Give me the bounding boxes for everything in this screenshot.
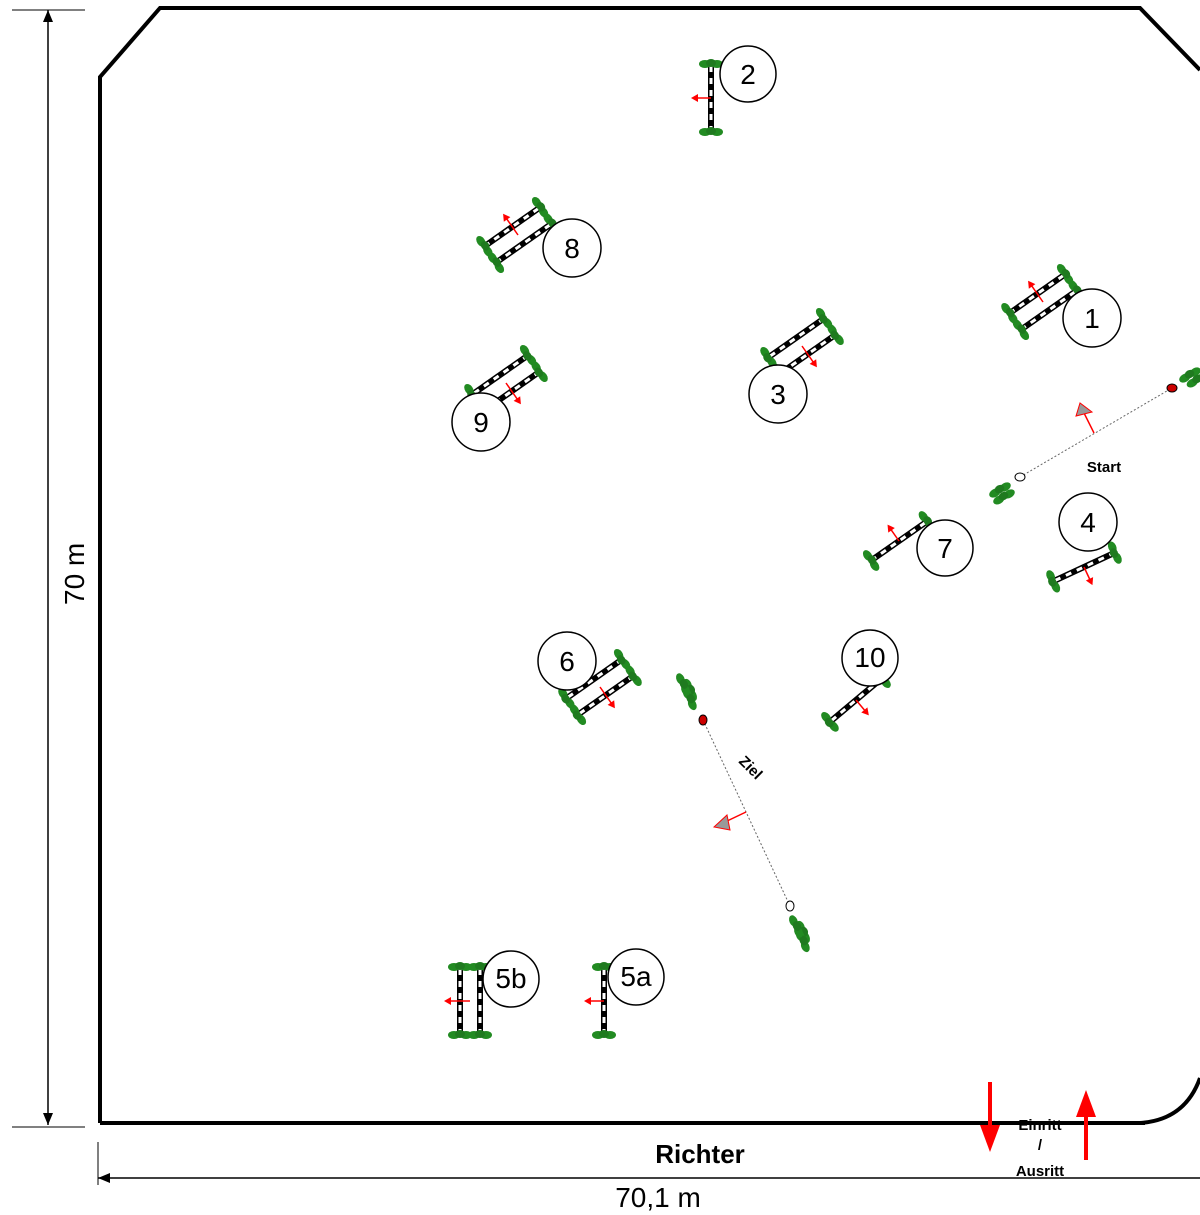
obstacle-8-label: 8 bbox=[564, 233, 580, 264]
obstacle-4: 4 bbox=[1044, 492, 1127, 602]
obstacle-5a-label: 5a bbox=[620, 961, 652, 992]
obstacle-5a: 5a bbox=[584, 948, 665, 1039]
finish-label: Ziel bbox=[735, 753, 765, 783]
obstacle-8: 8 bbox=[472, 191, 602, 277]
obstacle-2: 2 bbox=[691, 45, 777, 136]
judge-label: Richter bbox=[655, 1139, 745, 1169]
obstacle-6: 6 bbox=[537, 631, 646, 731]
obstacle-7-label: 7 bbox=[937, 533, 953, 564]
obstacle-10-label: 10 bbox=[854, 642, 885, 673]
obstacle-9-label: 9 bbox=[473, 407, 489, 438]
obstacle-3: 3 bbox=[748, 306, 848, 424]
obstacle-7: 7 bbox=[856, 502, 974, 577]
entry-label-line3: Ausritt bbox=[1016, 1163, 1064, 1180]
arena-corner-curve bbox=[1139, 1077, 1200, 1125]
entry-label-line2: / bbox=[1038, 1137, 1043, 1154]
entry-exit-marker: Einritt / Ausritt bbox=[980, 1082, 1096, 1180]
obstacle-6-label: 6 bbox=[559, 646, 575, 677]
obstacle-2-label: 2 bbox=[740, 59, 756, 90]
obstacle-1: 1 bbox=[997, 258, 1122, 348]
start-line: Start bbox=[987, 364, 1200, 507]
obstacle-5b: 5b bbox=[444, 950, 540, 1039]
obstacle-9: 9 bbox=[451, 343, 552, 452]
arena-boundary bbox=[98, 6, 1200, 1123]
obstacle-10: 10 bbox=[818, 629, 898, 740]
obstacle-4-label: 4 bbox=[1080, 507, 1096, 538]
obstacle-1-label: 1 bbox=[1084, 303, 1100, 334]
entry-label-line1: Einritt bbox=[1018, 1117, 1061, 1134]
start-label: Start bbox=[1087, 459, 1121, 476]
height-dimension-label: 70 m bbox=[59, 543, 90, 605]
obstacle-3-label: 3 bbox=[770, 379, 786, 410]
finish-line: Ziel bbox=[674, 671, 813, 954]
width-dimension-label: 70,1 m bbox=[615, 1182, 701, 1213]
obstacle-5b-label: 5b bbox=[495, 963, 526, 994]
